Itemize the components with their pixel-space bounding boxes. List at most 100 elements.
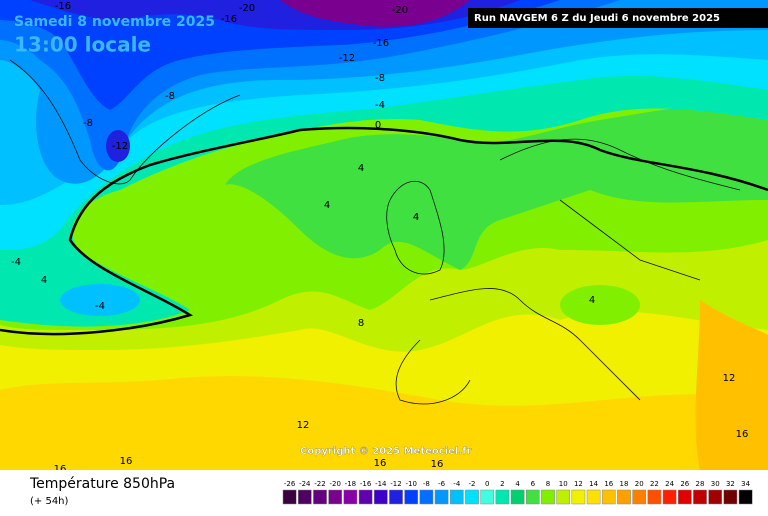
contour-label: -4 (11, 257, 21, 268)
colorbar-swatch (525, 489, 540, 505)
coastlines (9, 59, 741, 405)
contour-label: -16 (221, 14, 237, 25)
colorbar-label: 6 (531, 480, 536, 488)
contour-label: 12 (723, 373, 736, 384)
contour-label: 4 (589, 295, 595, 306)
colorbar-label: -24 (299, 480, 311, 488)
colorbar-swatch (647, 489, 662, 505)
colorbar-swatch (358, 489, 373, 505)
colorbar-swatch (373, 489, 388, 505)
colorbar-label: -26 (284, 480, 296, 488)
colorbar-label: -16 (360, 480, 372, 488)
colorbar-swatch (693, 489, 707, 505)
colorbar-label: -4 (453, 480, 461, 488)
colorbar-label: 20 (635, 480, 644, 488)
colorbar-swatch (662, 489, 677, 505)
colorbar-swatch (495, 489, 510, 505)
europe-coast (395, 288, 641, 405)
field-m20 (280, 0, 470, 27)
greenland-coast (9, 59, 241, 185)
colorbar-swatch (601, 489, 616, 505)
contour-label: -8 (83, 118, 93, 129)
contour-label: 4 (41, 275, 47, 286)
colorbar-label: 22 (650, 480, 659, 488)
colorbar-swatch (313, 489, 327, 505)
contour-label: 16 (736, 429, 749, 440)
legend-lead: (+ 54h) (30, 496, 69, 507)
contour-label: 4 (413, 212, 419, 223)
contour-label: -12 (112, 141, 128, 152)
colorbar-swatch (343, 489, 358, 505)
colorbar-swatch (708, 489, 723, 505)
colorbar-swatch (404, 489, 419, 505)
colorbar-label: 4 (515, 480, 520, 488)
field-m12-greenland (106, 130, 130, 162)
colorbar-label: 32 (726, 480, 735, 488)
colorbar-label: -14 (375, 480, 387, 488)
colorbar-label: -6 (438, 480, 446, 488)
run-box (468, 8, 768, 28)
colorbar-swatch (465, 489, 479, 505)
contour-label: -20 (392, 5, 408, 16)
colorbar-swatch (510, 489, 525, 505)
colorbar-label: -10 (405, 480, 416, 488)
colorbar-label: -12 (390, 480, 401, 488)
colorbar-label: 30 (711, 480, 720, 488)
contour-label: -20 (239, 3, 255, 14)
contour-label: 12 (297, 420, 310, 431)
contour-label: -12 (339, 53, 355, 64)
contour-label: -4 (95, 301, 105, 312)
colorbar: -26 -24 -22 -20 -18 -16 -14 -12 -10 -8 -6 -4 -2 0 2 4 6 8… (282, 480, 753, 505)
field-m4-atlantic (60, 284, 140, 316)
contour-label: -4 (375, 100, 385, 111)
colorbar-label: 16 (604, 480, 613, 488)
colorbar-swatch (738, 489, 753, 505)
colorbar-swatch (389, 489, 403, 505)
run-info: Run NAVGEM 6 Z du Jeudi 6 novembre 2025 (474, 13, 720, 24)
british-isles (386, 180, 445, 275)
colorbar-label: -2 (469, 480, 476, 488)
colorbar-swatch (723, 489, 738, 505)
colorbar-label: 34 (741, 480, 750, 488)
contour-label: 4 (324, 200, 330, 211)
colorbar-swatch (449, 489, 464, 505)
colorbar-swatch (571, 489, 586, 505)
colorbar-label: 8 (546, 480, 550, 488)
colorbar-swatch (282, 489, 297, 505)
contour-label: 16 (431, 459, 444, 470)
colorbar-swatch (541, 489, 555, 505)
colorbar-label: 10 (559, 480, 568, 488)
contour-label: 16 (374, 458, 387, 469)
colorbar-label: 26 (680, 480, 689, 488)
colorbar-label: -20 (329, 480, 340, 488)
contour-label: 4 (358, 163, 364, 174)
contour-label: -8 (375, 73, 385, 84)
contour-label: -8 (165, 91, 175, 102)
legend-title: Température 850hPa (29, 476, 175, 492)
colorbar-swatch (419, 489, 434, 505)
colorbar-swatch (434, 489, 449, 505)
field-8-alps (560, 285, 640, 325)
contour-label: 0 (375, 120, 381, 131)
colorbar-label: -18 (345, 480, 356, 488)
contour-labels: -16-16-20 -20-16-12-8-8-8-12-40444-44-484… (11, 1, 748, 475)
colorbar-label: 0 (485, 480, 489, 488)
contour-label: 16 (120, 456, 133, 467)
colorbar-swatch (632, 489, 647, 505)
forecast-date: Samedi 8 novembre 2025 (14, 14, 215, 30)
colorbar-swatch (586, 489, 601, 505)
colorbar-swatch (617, 489, 631, 505)
colorbar-swatch (480, 489, 495, 505)
contour-label: 16 (54, 464, 67, 475)
colorbar-label: 14 (589, 480, 598, 488)
field-m10 (0, 0, 560, 110)
colorbar-label: 18 (620, 480, 629, 488)
colorbar-label: 24 (665, 480, 674, 488)
colorbar-swatch (677, 489, 692, 505)
colorbar-label: -8 (423, 480, 430, 488)
colorbar-label: 12 (574, 480, 583, 488)
colorbar-label: -22 (314, 480, 325, 488)
contour-label: 8 (358, 318, 364, 329)
forecast-time: 13:00 locale (14, 33, 151, 57)
